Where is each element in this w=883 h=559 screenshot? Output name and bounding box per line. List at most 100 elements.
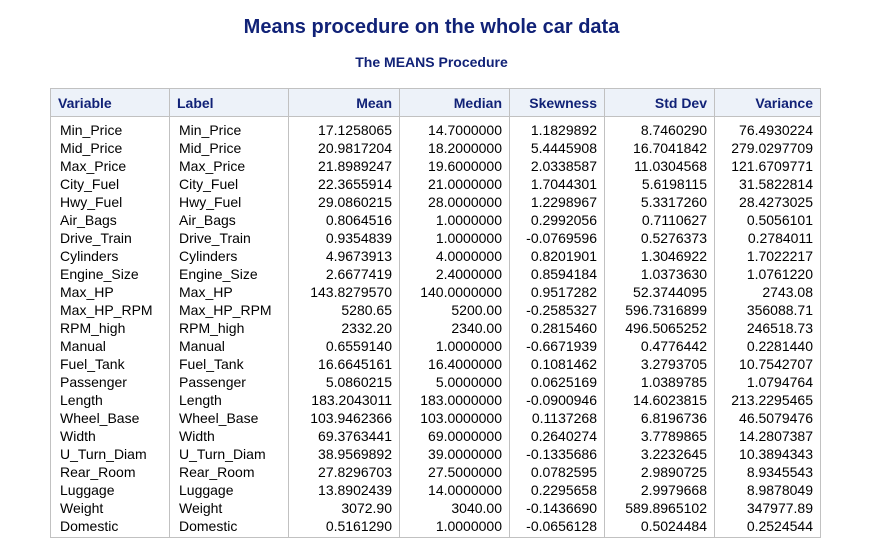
variable-cell: Fuel_Tank: [60, 356, 125, 372]
variance-cell: 1.0761220: [746, 266, 813, 282]
variable-cell: Hwy_Fuel: [60, 194, 123, 210]
mean-cell: 20.9817204: [318, 140, 392, 156]
variance-cell: 28.4273025: [739, 194, 813, 210]
skewness-cell: 0.2815460: [530, 320, 597, 336]
std-dev-cell: 3.2793705: [640, 356, 707, 372]
median-cell: 2340.00: [451, 320, 502, 336]
label-cell: U_Turn_Diam: [179, 446, 266, 462]
median-cell: 69.0000000: [428, 428, 502, 444]
variance-cell: 279.0297709: [731, 140, 813, 156]
label-cell: Weight: [179, 500, 223, 516]
variance-cell: 1.0794764: [746, 374, 813, 390]
std-dev-cell: 496.5065252: [625, 320, 707, 336]
std-dev-cell: 3.7789865: [640, 428, 707, 444]
mean-cell: 183.2043011: [311, 392, 392, 408]
mean-cell: 16.6645161: [318, 356, 392, 372]
std-dev-cell: 3.2232645: [640, 446, 707, 462]
std-dev-cell: 11.0304568: [634, 158, 707, 174]
std-dev-column: 8.7460290 16.7041842 11.0304568 5.6198115 5.…: [604, 116, 715, 538]
variable-cell: Max_HP_RPM: [60, 302, 153, 318]
skewness-cell: -0.1436690: [526, 500, 597, 516]
median-cell: 27.5000000: [428, 464, 502, 480]
std-dev-cell: 0.4776442: [640, 338, 707, 354]
variance-cell: 0.2784011: [747, 230, 813, 246]
std-dev-cell: 0.5276373: [640, 230, 707, 246]
variable-cell: Rear_Room: [60, 464, 136, 480]
skewness-cell: -0.0900946: [526, 392, 597, 408]
variable-cell: Engine_Size: [60, 266, 139, 282]
variance-cell: 121.6709771: [731, 158, 813, 174]
std-dev-cell: 1.0389785: [640, 374, 707, 390]
label-cell: Length: [179, 392, 222, 408]
label-cell: Engine_Size: [179, 266, 258, 282]
median-cell: 28.0000000: [428, 194, 502, 210]
header-variance: Variance: [714, 88, 821, 117]
median-cell: 103.0000000: [420, 410, 502, 426]
label-cell: Air_Bags: [179, 212, 236, 228]
std-dev-cell: 2.9979668: [640, 482, 707, 498]
label-cell: Drive_Train: [179, 230, 251, 246]
header-variable: Variable: [50, 88, 170, 117]
mean-cell: 69.3763441: [318, 428, 392, 444]
header-label: Label: [169, 88, 289, 117]
variable-cell: Max_Price: [60, 158, 127, 174]
header-median: Median: [399, 88, 510, 117]
median-cell: 19.6000000: [428, 158, 502, 174]
variable-cell: Luggage: [60, 482, 115, 498]
mean-cell: 17.1258065: [318, 122, 392, 138]
mean-cell: 0.6559140: [325, 338, 392, 354]
variable-cell: Passenger: [60, 374, 127, 390]
mean-cell: 27.8296703: [318, 464, 392, 480]
median-cell: 3040.00: [451, 500, 502, 516]
variable-cell: RPM_high: [60, 320, 126, 336]
label-cell: Luggage: [179, 482, 234, 498]
label-cell: Max_HP: [179, 284, 233, 300]
skewness-cell: 0.8201901: [530, 248, 597, 264]
mean-cell: 103.9462366: [310, 410, 392, 426]
mean-cell: 5.0860215: [325, 374, 392, 390]
report-title: Means procedure on the whole car data: [243, 16, 620, 38]
std-dev-cell: 1.0373630: [640, 266, 707, 282]
mean-column: 17.1258065 20.9817204 21.8989247 22.3655914…: [288, 116, 400, 538]
variance-cell: 347977.89: [746, 500, 813, 516]
variance-cell: 0.5056101: [746, 212, 813, 228]
means-table: Variable Label Mean Median Skewness Std …: [50, 88, 821, 538]
variance-cell: 8.9345543: [746, 464, 813, 480]
mean-cell: 5280.65: [341, 302, 392, 318]
label-cell: Max_HP_RPM: [179, 302, 272, 318]
means-table-body: Min_Price Mid_Price Max_Price City_Fuel Hwy_…: [50, 116, 821, 538]
skewness-cell: 5.4445908: [530, 140, 597, 156]
variance-cell: 0.2281440: [746, 338, 813, 354]
median-cell: 21.0000000: [428, 176, 502, 192]
stats-row: Min_Price Mid_Price Max_Price City_Fuel Hwy_…: [50, 116, 821, 538]
variance-cell: 46.5079476: [739, 410, 813, 426]
skewness-cell: -0.1335686: [526, 446, 597, 462]
median-cell: 5.0000000: [435, 374, 502, 390]
variance-cell: 76.4930224: [739, 122, 813, 138]
skewness-cell: -0.0769596: [526, 230, 597, 246]
variance-cell: 2743.08: [762, 284, 813, 300]
variable-column: Min_Price Mid_Price Max_Price City_Fuel Hwy_…: [50, 116, 170, 538]
std-dev-cell: 0.7110627: [641, 212, 707, 228]
median-cell: 16.4000000: [428, 356, 502, 372]
variable-cell: Max_HP: [60, 284, 114, 300]
median-cell: 14.0000000: [428, 482, 502, 498]
label-column: Min_Price Mid_Price Max_Price City_Fuel Hwy_…: [169, 116, 289, 538]
mean-cell: 0.5161290: [325, 518, 392, 534]
std-dev-cell: 8.7460290: [640, 122, 707, 138]
variable-cell: City_Fuel: [60, 176, 120, 192]
mean-cell: 38.9569892: [318, 446, 392, 462]
header-skewness: Skewness: [509, 88, 605, 117]
mean-cell: 2332.20: [341, 320, 392, 336]
means-table-header: Variable Label Mean Median Skewness Std …: [50, 88, 821, 117]
label-cell: Fuel_Tank: [179, 356, 244, 372]
means-table-container: Variable Label Mean Median Skewness Std …: [50, 88, 821, 538]
label-cell: Wheel_Base: [179, 410, 259, 426]
skewness-cell: 0.8594184: [530, 266, 597, 282]
mean-cell: 13.8902439: [318, 482, 392, 498]
median-cell: 2.4000000: [435, 266, 502, 282]
header-mean: Mean: [288, 88, 400, 117]
variable-cell: Air_Bags: [60, 212, 117, 228]
variable-cell: Wheel_Base: [60, 410, 140, 426]
skewness-cell: 1.2298967: [530, 194, 597, 210]
